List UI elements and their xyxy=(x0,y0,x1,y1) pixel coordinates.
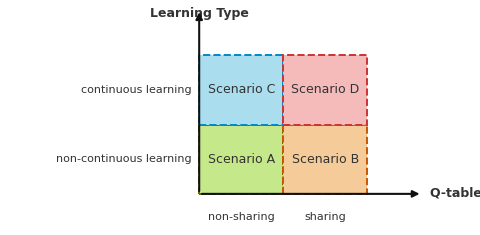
Text: Scenario B: Scenario B xyxy=(291,153,359,166)
Text: Learning Type: Learning Type xyxy=(150,7,249,20)
Text: Scenario C: Scenario C xyxy=(207,83,275,96)
Text: non-continuous learning: non-continuous learning xyxy=(56,154,192,164)
Bar xyxy=(283,125,367,194)
Text: continuous learning: continuous learning xyxy=(82,85,192,95)
Text: Scenario D: Scenario D xyxy=(291,83,360,96)
Bar xyxy=(283,55,367,125)
Bar xyxy=(199,125,283,194)
Text: sharing: sharing xyxy=(304,212,346,222)
Text: Q-table Sharing: Q-table Sharing xyxy=(430,187,480,200)
Text: Scenario A: Scenario A xyxy=(208,153,275,166)
Text: non-sharing: non-sharing xyxy=(208,212,275,222)
Bar xyxy=(199,55,283,125)
